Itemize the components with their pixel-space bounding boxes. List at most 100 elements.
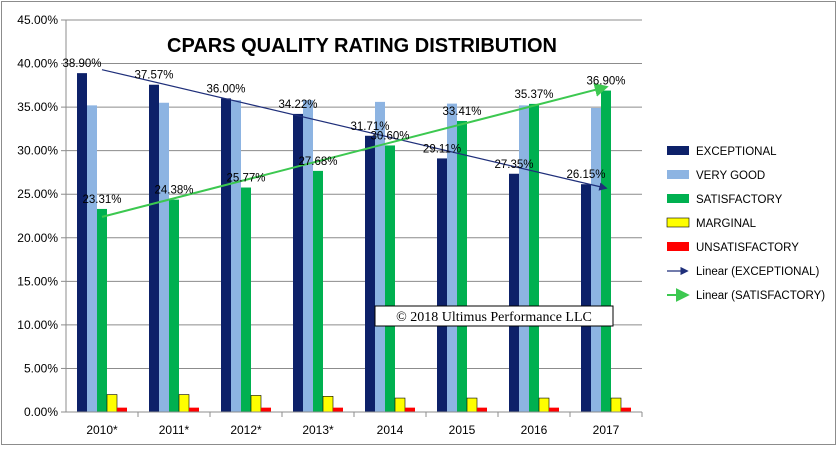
bar-exceptional	[77, 73, 87, 412]
bar-unsatisfactory	[477, 407, 487, 412]
y-tick-label: 45.00%	[17, 13, 58, 27]
bar-very-good	[87, 105, 97, 412]
bar-satisfactory	[241, 187, 251, 412]
bar-very-good	[375, 101, 385, 412]
bar-marginal	[394, 397, 406, 413]
data-label-satisfactory: 36.90%	[586, 76, 625, 88]
bar-exceptional	[509, 173, 519, 412]
bar-very-good	[591, 107, 601, 412]
data-label-exceptional: 27.35%	[494, 159, 533, 171]
data-label-exceptional: 26.15%	[566, 169, 605, 181]
bar-marginal	[322, 396, 334, 413]
bar-exceptional	[149, 84, 159, 412]
x-tick-label: 2017	[593, 423, 620, 437]
bar-very-good	[519, 105, 529, 412]
copyright-text: © 2018 Ultimus Performance LLC	[396, 310, 592, 325]
data-label-exceptional: 38.90%	[62, 58, 101, 70]
y-tick-label: 0.00%	[24, 405, 58, 419]
data-label-exceptional: 37.57%	[134, 70, 173, 82]
legend-swatch	[667, 242, 689, 251]
bar-satisfactory	[169, 199, 179, 412]
bar-exceptional	[221, 98, 231, 413]
legend: EXCEPTIONAL VERY GOOD SATISFACTORY MARGINAL…	[666, 146, 825, 302]
bar-marginal	[610, 397, 622, 413]
bar-unsatisfactory	[621, 407, 631, 412]
bar-unsatisfactory	[261, 407, 271, 412]
bars	[77, 73, 631, 413]
copyright-box: © 2018 Ultimus Performance LLC	[374, 305, 614, 327]
data-label-satisfactory: 24.38%	[154, 185, 193, 197]
bar-unsatisfactory	[117, 407, 127, 412]
bar-very-good	[303, 100, 313, 413]
y-tick-label: 10.00%	[17, 318, 58, 332]
bar-marginal	[538, 397, 550, 413]
bar-marginal	[106, 394, 118, 413]
x-axis: 2010* 2011* 2012* 2013* 2014 2015 2016 2017	[66, 411, 643, 437]
bar-marginal	[250, 395, 262, 413]
x-tick-label: 2016	[521, 423, 548, 437]
data-label-satisfactory: 30.60%	[370, 130, 409, 142]
y-tick-label: 5.00%	[24, 361, 58, 375]
bar-exceptional	[581, 184, 591, 412]
data-label-exceptional: 29.11%	[423, 143, 461, 155]
data-label-satisfactory: 27.68%	[298, 156, 337, 168]
data-label-satisfactory: 35.37%	[514, 89, 553, 101]
legend-swatch	[666, 217, 690, 228]
legend-label: EXCEPTIONAL	[696, 146, 777, 158]
bar-satisfactory	[385, 145, 395, 412]
x-tick-label: 2011*	[159, 423, 190, 437]
y-tick-label: 40.00%	[17, 57, 58, 71]
legend-swatch	[667, 194, 689, 203]
data-label-satisfactory: 25.77%	[226, 173, 265, 185]
legend-swatch	[667, 170, 689, 179]
data-label-exceptional: 31.71%	[350, 121, 389, 133]
bar-exceptional	[293, 113, 303, 413]
legend-label: MARGINAL	[696, 218, 757, 230]
data-labels: 38.90% 37.57% 36.00% 34.22% 31.71% 29.11% 27.3…	[62, 58, 625, 206]
y-tick-label: 30.00%	[17, 144, 58, 158]
bar-marginal	[466, 397, 478, 413]
data-label-satisfactory: 23.31%	[82, 194, 121, 206]
y-tick-label: 20.00%	[17, 231, 58, 245]
bar-marginal	[178, 394, 190, 413]
bar-satisfactory	[313, 170, 323, 412]
bar-exceptional	[365, 135, 375, 412]
bar-unsatisfactory	[189, 407, 199, 412]
legend-label: UNSATISFACTORY	[696, 242, 799, 254]
bar-very-good	[159, 102, 169, 412]
legend-swatch	[667, 146, 689, 155]
y-tick-label: 25.00%	[17, 187, 58, 201]
x-tick-label: 2012*	[230, 423, 262, 437]
legend-label: Linear (SATISFACTORY)	[696, 290, 825, 302]
x-tick-label: 2015	[449, 423, 476, 437]
data-label-exceptional: 36.00%	[206, 83, 245, 95]
trendline-satisfactory	[101, 83, 609, 218]
bar-exceptional	[437, 158, 447, 412]
trendlines	[101, 69, 609, 218]
chart-title: CPARS QUALITY RATING DISTRIBUTION	[167, 35, 557, 57]
bar-very-good	[231, 100, 241, 413]
bar-satisfactory	[601, 90, 611, 412]
bar-satisfactory	[457, 120, 467, 412]
y-tick-label: 15.00%	[17, 274, 58, 288]
y-axis: 0.00% 5.00% 10.00% 15.00% 20.00% 25.00% 30.00%…	[17, 13, 67, 419]
bar-satisfactory	[97, 208, 107, 412]
legend-label: Linear (EXCEPTIONAL)	[696, 266, 820, 278]
legend-label: SATISFACTORY	[696, 194, 783, 206]
x-tick-label: 2014	[377, 423, 404, 437]
trendline-exceptional	[101, 69, 608, 191]
bar-unsatisfactory	[333, 407, 343, 412]
bar-unsatisfactory	[405, 407, 415, 412]
copyright-box-border	[374, 305, 614, 327]
x-tick-label: 2010*	[86, 423, 118, 437]
bar-satisfactory	[529, 103, 539, 412]
data-label-exceptional: 34.22%	[278, 99, 317, 111]
x-tick-label: 2013*	[302, 423, 334, 437]
bar-very-good	[447, 103, 457, 413]
y-tick-label: 35.00%	[17, 100, 58, 114]
bar-unsatisfactory	[549, 407, 559, 412]
data-label-satisfactory: 33.41%	[442, 106, 481, 118]
legend-label: VERY GOOD	[696, 170, 765, 182]
